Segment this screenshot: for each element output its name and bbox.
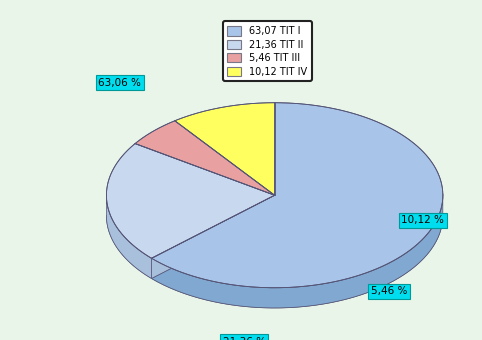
Legend: 63,07 TIT I, 21,36 TIT II, 5,46 TIT III, 10,12 TIT IV: 63,07 TIT I, 21,36 TIT II, 5,46 TIT III,…	[223, 21, 312, 81]
Polygon shape	[135, 121, 275, 195]
Text: 5,46 %: 5,46 %	[371, 286, 407, 296]
Polygon shape	[151, 103, 443, 288]
Polygon shape	[151, 195, 275, 278]
Polygon shape	[107, 194, 151, 278]
Text: 63,06 %: 63,06 %	[98, 78, 141, 87]
Text: 10,12 %: 10,12 %	[401, 216, 444, 225]
Polygon shape	[107, 143, 275, 258]
Text: 21,36 %: 21,36 %	[223, 337, 266, 340]
Polygon shape	[151, 194, 443, 308]
Polygon shape	[151, 195, 275, 278]
Polygon shape	[175, 103, 275, 195]
